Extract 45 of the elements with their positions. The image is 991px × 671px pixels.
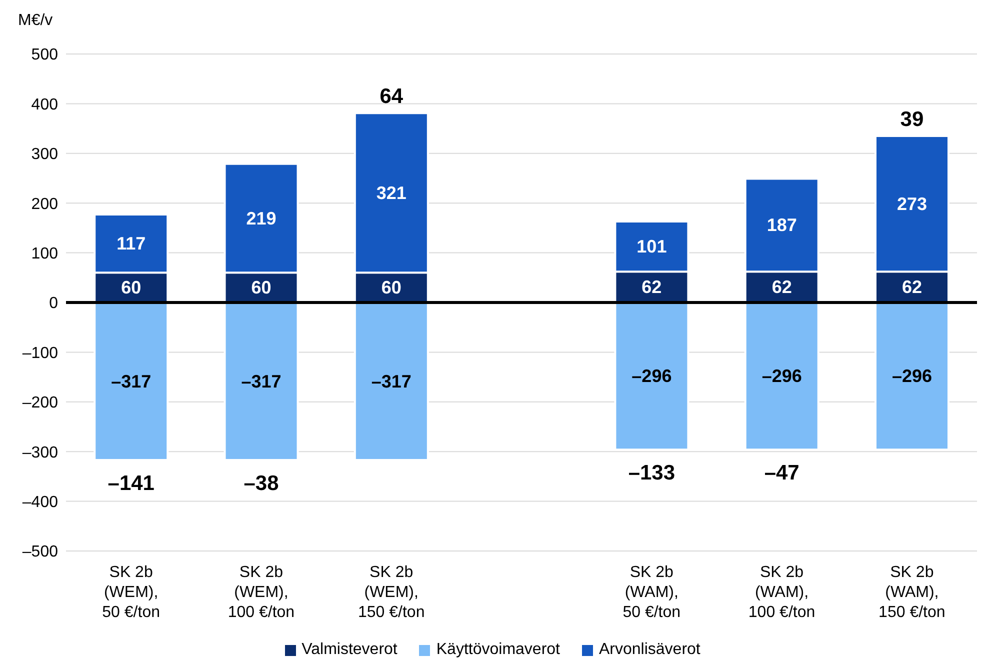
text: –296 xyxy=(632,366,672,386)
text: 60 xyxy=(121,278,142,298)
text: –296 xyxy=(762,366,802,386)
text: 117 xyxy=(116,234,146,254)
x-tick-label: SK 2b (WAM), 100 €/ton xyxy=(748,564,816,621)
x-tick-label: SK 2b (WEM), 150 €/ton xyxy=(358,564,425,621)
text: 60 xyxy=(381,278,402,298)
legend-label: Käyttövoimaverot xyxy=(435,641,560,659)
text: –317 xyxy=(241,371,282,392)
total-label: 39 xyxy=(900,108,924,132)
legend-label: Valmisteverot xyxy=(300,641,398,659)
text: –317 xyxy=(371,371,412,392)
text: 273 xyxy=(896,194,928,214)
y-tick-label: 500 xyxy=(31,46,58,64)
x-tick-label: SK 2b (WAM), 150 €/ton xyxy=(878,564,946,621)
y-tick-label: 200 xyxy=(31,196,58,213)
y-tick-label: –500 xyxy=(22,544,58,561)
y-tick-label: –200 xyxy=(22,394,58,412)
text: 321 xyxy=(376,182,406,203)
total-label: 64 xyxy=(380,85,404,108)
y-axis-title: M€/v xyxy=(18,12,53,30)
text: 62 xyxy=(902,277,922,298)
text: 62 xyxy=(772,277,792,298)
legend-label: Arvonlisäverot xyxy=(598,641,700,659)
text: 187 xyxy=(766,215,797,236)
y-tick-label: 400 xyxy=(31,96,58,114)
y-tick-label: –400 xyxy=(22,494,58,511)
text: –317 xyxy=(111,371,152,392)
x-tick-label: SK 2b (WAM), 50 €/ton xyxy=(622,564,681,621)
x-tick-label: SK 2b (WEM), 50 €/ton xyxy=(102,564,160,621)
y-tick-label: –100 xyxy=(22,344,58,362)
total-label: –47 xyxy=(764,462,800,485)
total-label: –38 xyxy=(244,472,280,496)
total-label: –133 xyxy=(628,462,676,485)
text: –296 xyxy=(892,366,932,386)
text: 60 xyxy=(251,278,272,298)
y-tick-label: 300 xyxy=(31,146,58,164)
text: 101 xyxy=(636,236,667,257)
y-tick-label: –300 xyxy=(22,444,58,462)
total-label: –141 xyxy=(108,472,155,496)
x-tick-label: SK 2b (WEM), 100 €/ton xyxy=(228,564,295,621)
y-tick-label: 0 xyxy=(49,295,58,312)
text: 62 xyxy=(642,277,662,298)
text: 219 xyxy=(246,208,276,228)
y-tick-label: 100 xyxy=(31,245,58,262)
